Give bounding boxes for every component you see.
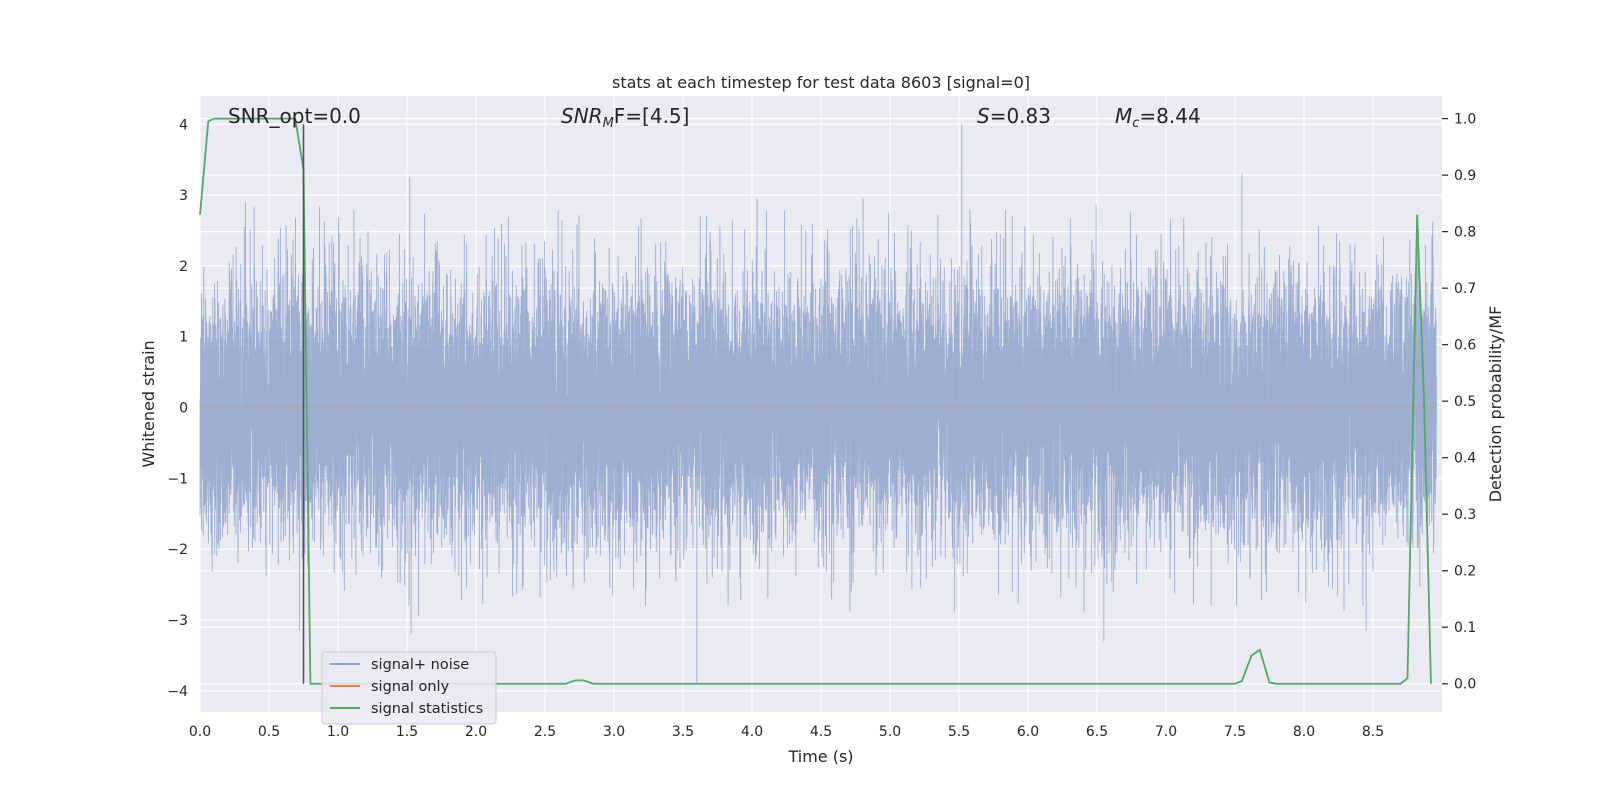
x-axis-label: Time (s) (787, 747, 853, 766)
annotation-mc: Mc=8.44 (1115, 104, 1201, 131)
x-tick-label: 1.0 (327, 724, 349, 740)
y-right-tick-label: 0.0 (1454, 677, 1476, 693)
x-tick-label: 4.5 (810, 724, 832, 740)
x-tick-label: 4.0 (741, 724, 763, 740)
y-left-tick-label: 1 (179, 330, 188, 346)
y-left-tick-label: 4 (179, 117, 188, 133)
y-left-axis-label: Whitened strain (139, 340, 158, 467)
x-tick-label: 0.5 (258, 724, 280, 740)
chart-title: stats at each timestep for test data 860… (612, 73, 1030, 92)
y-left-tick-label: −1 (167, 471, 188, 487)
y-left-tick-label: 3 (179, 188, 188, 204)
legend: signal+ noise signal only signal statist… (321, 651, 497, 725)
x-tick-label: 8.5 (1362, 724, 1384, 740)
x-tick-label: 2.0 (465, 724, 487, 740)
series-signal-plus-noise-line (199, 124, 1437, 684)
y-right-tick-label: 1.0 (1454, 112, 1476, 128)
x-tick-label: 3.0 (603, 724, 625, 740)
legend-label-signal-only: signal only (371, 679, 450, 695)
legend-box (321, 651, 497, 725)
annotation-snr-opt: SNR_opt=0.0 (228, 104, 361, 128)
x-tick-label: 1.5 (396, 724, 418, 740)
y-left-tick-label: −3 (167, 613, 188, 629)
y-right-tick-label: 0.1 (1454, 620, 1476, 636)
y-left-tick-label: 2 (179, 259, 188, 275)
y-right-tick-label: 0.2 (1454, 564, 1476, 580)
series-signal-statistics (199, 117, 1432, 685)
legend-label-signal-statistics: signal statistics (371, 701, 483, 717)
y-right-tick-label: 0.9 (1454, 168, 1476, 184)
x-axis-ticks: 0.0 0.5 1.0 1.5 2.0 2.5 3.0 3.5 4.0 4.5 5.0 5.5 6.0 6… (189, 724, 1384, 740)
x-tick-label: 7.5 (1224, 724, 1246, 740)
y-right-tick-label: 0.8 (1454, 225, 1476, 241)
x-tick-label: 6.5 (1086, 724, 1108, 740)
y-left-tick-label: 0 (179, 401, 188, 417)
y-left-tick-label: −2 (167, 542, 188, 558)
y-left-tick-label: −4 (167, 684, 188, 700)
y-right-tick-label: 0.7 (1454, 281, 1476, 297)
x-tick-label: 3.5 (672, 724, 694, 740)
annotation-snr-mf: SNRMF=[4.5] (561, 104, 689, 131)
x-tick-label: 7.0 (1155, 724, 1177, 740)
y-right-tick-label: 0.3 (1454, 507, 1476, 523)
annotation-s: S=0.83 (977, 104, 1051, 128)
series-signal-plus-noise (199, 124, 1437, 684)
x-tick-label: 2.5 (534, 724, 556, 740)
series-signal-statistics-line (199, 117, 1432, 685)
x-tick-label: 8.0 (1293, 724, 1315, 740)
legend-label-signal-plus-noise: signal+ noise (371, 657, 469, 673)
y-right-tick-label: 0.4 (1454, 451, 1476, 467)
y-right-tick-label: 0.6 (1454, 338, 1476, 354)
x-tick-label: 5.5 (948, 724, 970, 740)
y-right-tick-label: 0.5 (1454, 394, 1476, 410)
y-right-axis-label: Detection probability/MF (1486, 306, 1505, 503)
y-right-axis-ticks: 1.0 0.9 0.8 0.7 0.6 0.5 0.4 0.3 0.2 0.1 0.0 (1442, 112, 1476, 693)
x-tick-label: 6.0 (1017, 724, 1039, 740)
x-tick-label: 0.0 (189, 724, 211, 740)
x-tick-label: 5.0 (879, 724, 901, 740)
y-left-axis-ticks: 4 3 2 1 0 −1 −2 −3 −4 (167, 117, 188, 699)
